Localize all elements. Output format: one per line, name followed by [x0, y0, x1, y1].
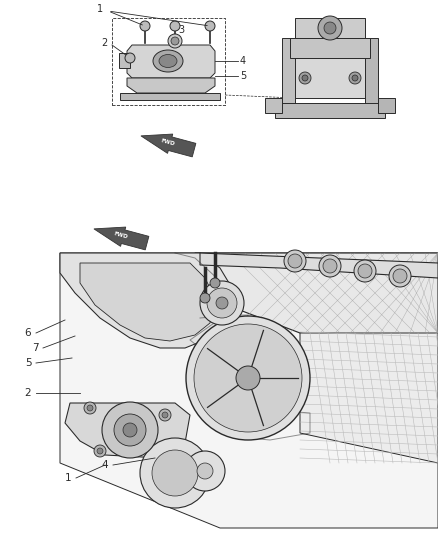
- Circle shape: [140, 438, 210, 508]
- Circle shape: [162, 412, 168, 418]
- Circle shape: [200, 293, 210, 303]
- Polygon shape: [200, 253, 438, 278]
- Circle shape: [114, 414, 146, 446]
- Circle shape: [352, 75, 358, 81]
- Circle shape: [197, 463, 213, 479]
- Circle shape: [324, 22, 336, 34]
- Polygon shape: [94, 227, 149, 250]
- Circle shape: [140, 21, 150, 31]
- Polygon shape: [290, 38, 370, 58]
- Ellipse shape: [153, 50, 183, 72]
- Text: 3: 3: [178, 25, 184, 35]
- Circle shape: [97, 448, 103, 454]
- Text: 4: 4: [102, 460, 108, 470]
- Polygon shape: [195, 253, 438, 358]
- Circle shape: [284, 250, 306, 272]
- Text: 1: 1: [65, 473, 71, 483]
- Text: 6: 6: [25, 328, 31, 338]
- Polygon shape: [275, 103, 385, 118]
- Circle shape: [389, 265, 411, 287]
- Polygon shape: [265, 98, 282, 113]
- Polygon shape: [141, 134, 196, 157]
- Text: 2: 2: [102, 38, 108, 48]
- Text: 7: 7: [32, 343, 38, 353]
- Circle shape: [152, 450, 198, 496]
- Polygon shape: [127, 45, 215, 78]
- Polygon shape: [290, 58, 370, 98]
- Polygon shape: [127, 78, 215, 93]
- Circle shape: [186, 316, 310, 440]
- Circle shape: [354, 260, 376, 282]
- Circle shape: [393, 269, 407, 283]
- Circle shape: [200, 281, 244, 325]
- Circle shape: [84, 402, 96, 414]
- Text: 1: 1: [97, 4, 103, 14]
- Text: FWD: FWD: [113, 231, 128, 239]
- Circle shape: [125, 53, 135, 63]
- Polygon shape: [300, 333, 438, 463]
- Circle shape: [319, 255, 341, 277]
- Text: FWD: FWD: [160, 138, 175, 146]
- Circle shape: [170, 21, 180, 31]
- Text: 5: 5: [240, 71, 246, 81]
- Circle shape: [288, 254, 302, 268]
- Circle shape: [302, 75, 308, 81]
- Circle shape: [123, 423, 137, 437]
- Circle shape: [236, 366, 260, 390]
- Circle shape: [216, 297, 228, 309]
- Polygon shape: [295, 18, 365, 38]
- Text: 2: 2: [25, 388, 31, 398]
- Polygon shape: [60, 253, 235, 348]
- Circle shape: [323, 259, 337, 273]
- Polygon shape: [120, 93, 220, 100]
- Circle shape: [318, 16, 342, 40]
- Polygon shape: [60, 253, 438, 528]
- Circle shape: [210, 278, 220, 288]
- Polygon shape: [365, 38, 378, 108]
- Polygon shape: [65, 403, 190, 458]
- Polygon shape: [80, 263, 215, 341]
- Circle shape: [207, 288, 237, 318]
- Circle shape: [205, 21, 215, 31]
- Circle shape: [185, 451, 225, 491]
- Polygon shape: [282, 38, 295, 108]
- Circle shape: [358, 264, 372, 278]
- Circle shape: [171, 37, 179, 45]
- Circle shape: [194, 324, 302, 432]
- Polygon shape: [378, 98, 395, 113]
- Circle shape: [299, 72, 311, 84]
- Ellipse shape: [159, 54, 177, 68]
- Text: 5: 5: [25, 358, 31, 368]
- Circle shape: [159, 409, 171, 421]
- Circle shape: [94, 445, 106, 457]
- Circle shape: [349, 72, 361, 84]
- Circle shape: [168, 34, 182, 48]
- Circle shape: [102, 402, 158, 458]
- Polygon shape: [119, 53, 130, 68]
- Text: 4: 4: [240, 56, 246, 66]
- Circle shape: [87, 405, 93, 411]
